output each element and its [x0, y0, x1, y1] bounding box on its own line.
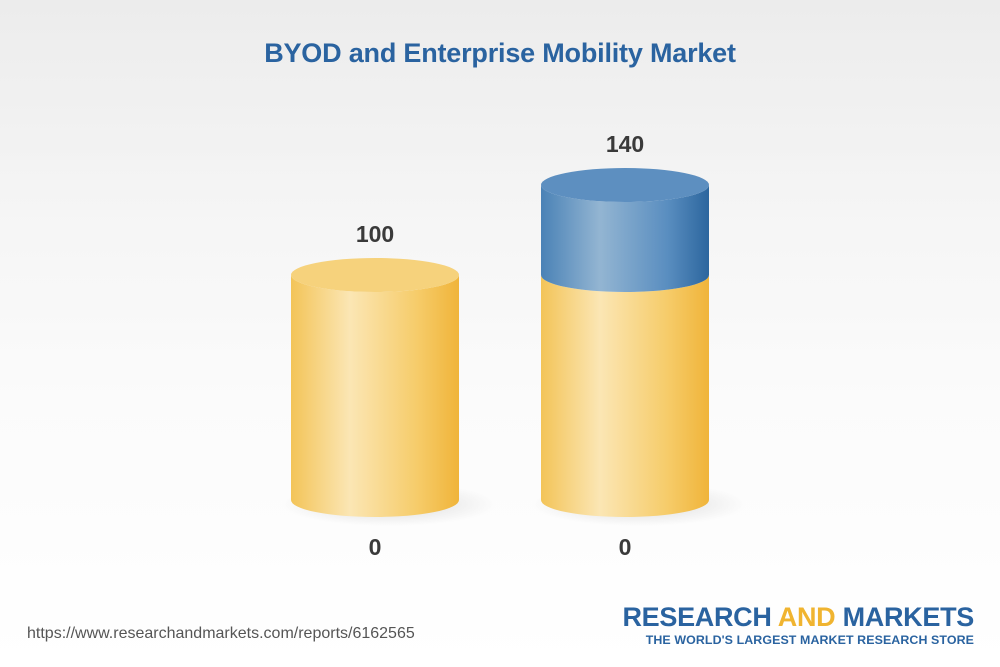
- bar-2: 140 0: [531, 131, 747, 560]
- brand-word-research: RESEARCH: [622, 602, 772, 632]
- brand-word-and: AND: [777, 602, 836, 632]
- bar-1-base-label: 0: [369, 534, 382, 560]
- brand-tagline: THE WORLD'S LARGEST MARKET RESEARCH STOR…: [645, 633, 974, 647]
- brand-logo: RESEARCH AND MARKETS THE WORLD'S LARGEST…: [622, 602, 974, 648]
- brand-word-markets: MARKETS: [842, 602, 975, 632]
- bar-1: 100 0: [281, 221, 497, 560]
- chart-title: BYOD and Enterprise Mobility Market: [264, 38, 736, 68]
- source-url: https://www.researchandmarkets.com/repor…: [27, 625, 415, 642]
- bar-2-segment-1: [541, 275, 709, 517]
- bar-2-base-label: 0: [619, 534, 632, 560]
- bar-1-top: [291, 258, 459, 292]
- bar-1-segment-1: [291, 275, 459, 517]
- bar-1-value-label: 100: [356, 221, 394, 247]
- brand-name: RESEARCH AND MARKETS: [622, 602, 974, 632]
- bar-2-value-label: 140: [606, 131, 644, 157]
- bar-2-segment-2: [541, 185, 709, 292]
- bar-2-top: [541, 168, 709, 202]
